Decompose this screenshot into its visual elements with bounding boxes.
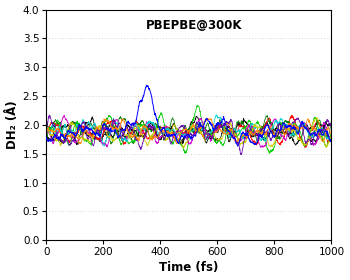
X-axis label: Time (fs): Time (fs) — [159, 262, 218, 274]
Y-axis label: DH₂ (Å): DH₂ (Å) — [6, 101, 19, 149]
Text: PBEPBE@300K: PBEPBE@300K — [146, 19, 243, 32]
